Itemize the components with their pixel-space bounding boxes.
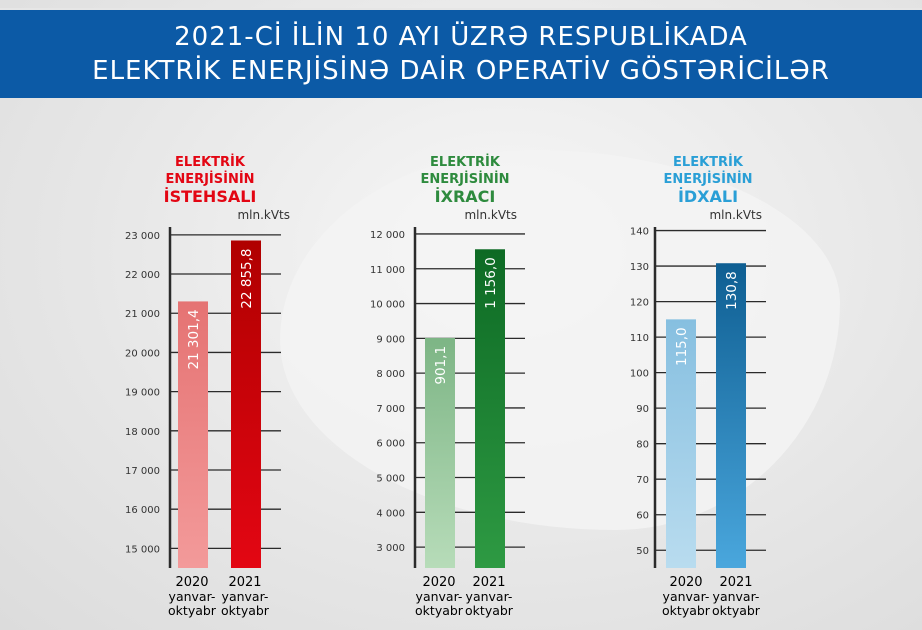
- y-tick-label: 10 000: [370, 300, 405, 311]
- chart-title-big: İDXALI: [677, 187, 739, 206]
- chart-title-line1: ELEKTRİK: [673, 155, 743, 170]
- chart-title-line2: ENERJİSİNİN: [420, 172, 510, 187]
- y-tick-label: 12 000: [370, 230, 405, 241]
- y-tick-label: 120: [630, 298, 649, 309]
- y-tick-label: 20 000: [125, 348, 160, 359]
- category-label-2020: 2020 yanvar- oktyabr: [409, 576, 469, 618]
- chart-title-line1: ELEKTRİK: [430, 155, 500, 170]
- category-year: 2020: [422, 575, 456, 590]
- category-label-2020: 2020 yanvar- oktyabr: [656, 576, 716, 618]
- y-tick-label: 18 000: [125, 427, 160, 438]
- category-period1: yanvar-: [168, 589, 216, 604]
- category-year: 2020: [175, 575, 209, 590]
- y-tick-label: 16 000: [125, 505, 160, 516]
- chart-title-big: İSTEHSALI: [163, 187, 257, 206]
- bar-value-label: 21 301,4: [186, 309, 202, 369]
- y-tick-label: 60: [636, 511, 649, 522]
- chart-import-svg: mln.kVts 50 60 70 80 90 100 110 120 130 140 115,0 13…: [630, 208, 766, 568]
- background-map-silhouette: [280, 150, 840, 530]
- category-period1: yanvar-: [465, 589, 513, 604]
- y-tick-label: 19 000: [125, 388, 160, 399]
- y-tick-label: 110: [630, 333, 649, 344]
- y-tick-label: 15 000: [125, 544, 160, 555]
- header-title-line1: 2021-Cİ İLİN 10 AYI ÜZRƏ RESPUBLİKADA: [174, 22, 748, 52]
- chart-export-svg: mln.kVts 3 000 4 000 5 000 6 000 7 000 8 000 9 …: [370, 208, 525, 568]
- y-tick-label: 4 000: [376, 508, 405, 519]
- y-tick-label: 80: [636, 440, 649, 451]
- bar-value-label: 22 855,8: [239, 248, 255, 308]
- category-year: 2020: [669, 575, 703, 590]
- category-label-2021: 2021 yanvar- oktyabr: [706, 576, 766, 618]
- chart-production-svg: mln.kVts 15 000 16 000 17 000 18 000 19 000 20…: [125, 208, 290, 568]
- category-period1: yanvar-: [662, 589, 710, 604]
- chart-import: ELEKTRİK ENERJİSİNİN İDXALI mln.kVts 50 60…: [600, 150, 900, 630]
- header-title-line2: ELEKTRİK ENERJİSİNƏ DAİR OPERATİV GÖSTƏR…: [92, 56, 830, 86]
- y-tick-label: 9 000: [376, 334, 405, 345]
- category-label-2020: 2020 yanvar- oktyabr: [162, 576, 222, 618]
- bar-2020: [178, 301, 208, 568]
- bar-2021: [475, 249, 505, 568]
- chart-import-title: ELEKTRİK ENERJİSİNİN İDXALI: [638, 154, 778, 205]
- y-tick-label: 3 000: [376, 543, 405, 554]
- chart-title-line2: ENERJİSİNİN: [663, 172, 753, 187]
- axis-unit-label: mln.kVts: [464, 208, 517, 222]
- chart-title-line1: ELEKTRİK: [175, 155, 245, 170]
- bar-value-label: 130,8: [724, 271, 740, 310]
- axis-unit-label: mln.kVts: [709, 208, 762, 222]
- category-year: 2021: [472, 575, 506, 590]
- category-period1: yanvar-: [712, 589, 760, 604]
- bar-2021: [716, 263, 746, 568]
- y-tick-label: 50: [636, 546, 649, 557]
- y-tick-label: 23 000: [125, 231, 160, 242]
- category-label-2021: 2021 yanvar- oktyabr: [215, 576, 275, 618]
- category-label-2021: 2021 yanvar- oktyabr: [459, 576, 519, 618]
- chart-title-line2: ENERJİSİNİN: [165, 172, 255, 187]
- chart-export: ELEKTRİK ENERJİSİNİN İXRACI mln.kVts 3 00…: [355, 150, 655, 630]
- bar-2020: [425, 337, 455, 568]
- y-tick-label: 140: [630, 227, 649, 238]
- category-period2: oktyabr: [415, 603, 463, 618]
- category-year: 2021: [719, 575, 753, 590]
- chart-production: ELEKTRİK ENERJİSİNİN İSTEHSALI mln.kVts 1…: [105, 150, 405, 630]
- y-tick-label: 21 000: [125, 309, 160, 320]
- y-tick-label: 8 000: [376, 369, 405, 380]
- y-tick-label: 130: [630, 262, 649, 273]
- y-tick-label: 17 000: [125, 466, 160, 477]
- category-period1: yanvar-: [221, 589, 269, 604]
- header-banner: 2021-Cİ İLİN 10 AYI ÜZRƏ RESPUBLİKADA EL…: [0, 8, 922, 98]
- category-period2: oktyabr: [221, 603, 269, 618]
- axis-unit-label: mln.kVts: [237, 208, 290, 222]
- category-year: 2021: [228, 575, 262, 590]
- y-tick-label: 5 000: [376, 474, 405, 485]
- y-tick-label: 90: [636, 404, 649, 415]
- category-period1: yanvar-: [415, 589, 463, 604]
- y-tick-label: 7 000: [376, 404, 405, 415]
- y-tick-label: 11 000: [370, 265, 405, 276]
- category-period2: oktyabr: [168, 603, 216, 618]
- category-period2: oktyabr: [712, 603, 760, 618]
- chart-title-big: İXRACI: [434, 187, 496, 206]
- category-period2: oktyabr: [465, 603, 513, 618]
- y-tick-label: 100: [630, 369, 649, 380]
- y-tick-label: 70: [636, 475, 649, 486]
- bar-2021: [231, 240, 261, 568]
- bar-value-label: 1 156,0: [483, 257, 499, 309]
- chart-production-title: ELEKTRİK ENERJİSİNİN İSTEHSALI: [140, 154, 280, 205]
- bar-2020: [666, 319, 696, 568]
- bar-value-label: 901,1: [433, 346, 449, 385]
- y-tick-label: 6 000: [376, 439, 405, 450]
- bar-value-label: 115,0: [674, 327, 690, 366]
- y-tick-label: 22 000: [125, 270, 160, 281]
- chart-export-title: ELEKTRİK ENERJİSİNİN İXRACI: [395, 154, 535, 205]
- category-period2: oktyabr: [662, 603, 710, 618]
